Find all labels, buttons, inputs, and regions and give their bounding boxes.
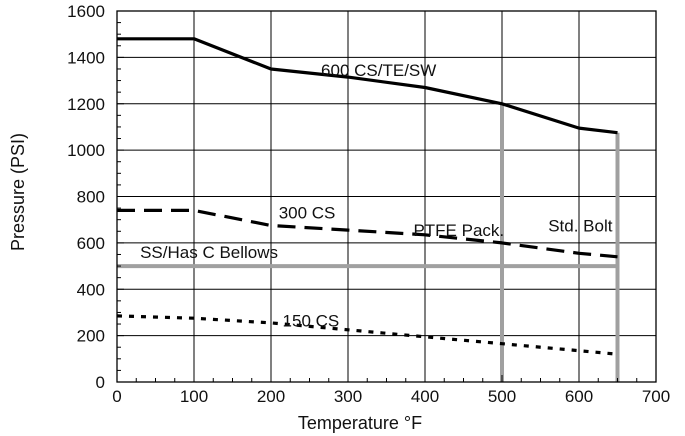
y-tick-label: 0 (96, 373, 105, 392)
y-tick-label: 1400 (67, 48, 105, 67)
annotation-ptfe-pack: PTFE Pack. (413, 221, 504, 240)
y-tick-label: 800 (77, 188, 105, 207)
annotation-ss-has-c-bellows: SS/Has C Bellows (140, 243, 278, 262)
y-tick-label: 400 (77, 280, 105, 299)
series-line-300-cs (117, 208, 618, 259)
x-tick-label: 500 (488, 387, 516, 406)
x-tick-label: 100 (180, 387, 208, 406)
x-tick-label: 600 (565, 387, 593, 406)
annotation-150-cs: 150 CS (283, 311, 340, 330)
y-tick-label: 1200 (67, 95, 105, 114)
y-tick-label: 1600 (67, 2, 105, 21)
axes (116, 10, 657, 383)
annotations: 600 CS/TE/SW 300 CS PTFE Pack. Std. Bolt SS/… (140, 61, 613, 330)
annotation-std-bolt: Std. Bolt (548, 216, 613, 235)
y-axis-title: Pressure (PSI) (8, 133, 28, 251)
x-tick-label: 0 (112, 387, 121, 406)
x-tick-label: 400 (411, 387, 439, 406)
series-layer (116, 37, 620, 382)
x-tick-label: 700 (642, 387, 670, 406)
x-tick-label: 200 (257, 387, 285, 406)
x-axis-title: Temperature °F (298, 413, 422, 433)
y-tick-label: 600 (77, 234, 105, 253)
x-tick-label: 300 (334, 387, 362, 406)
series-line-600-cs-te-sw (117, 37, 618, 135)
annotation-300-cs: 300 CS (279, 204, 336, 223)
y-tick-label: 200 (77, 327, 105, 346)
annotation-600-cs-te-sw: 600 CS/TE/SW (321, 61, 436, 80)
y-tick-label: 1000 (67, 141, 105, 160)
tick-labels: 0 200 400 600 800 1000 1200 1400 1600 0 100 200 300 4… (67, 2, 670, 406)
series-line-150-cs (116, 314, 618, 356)
